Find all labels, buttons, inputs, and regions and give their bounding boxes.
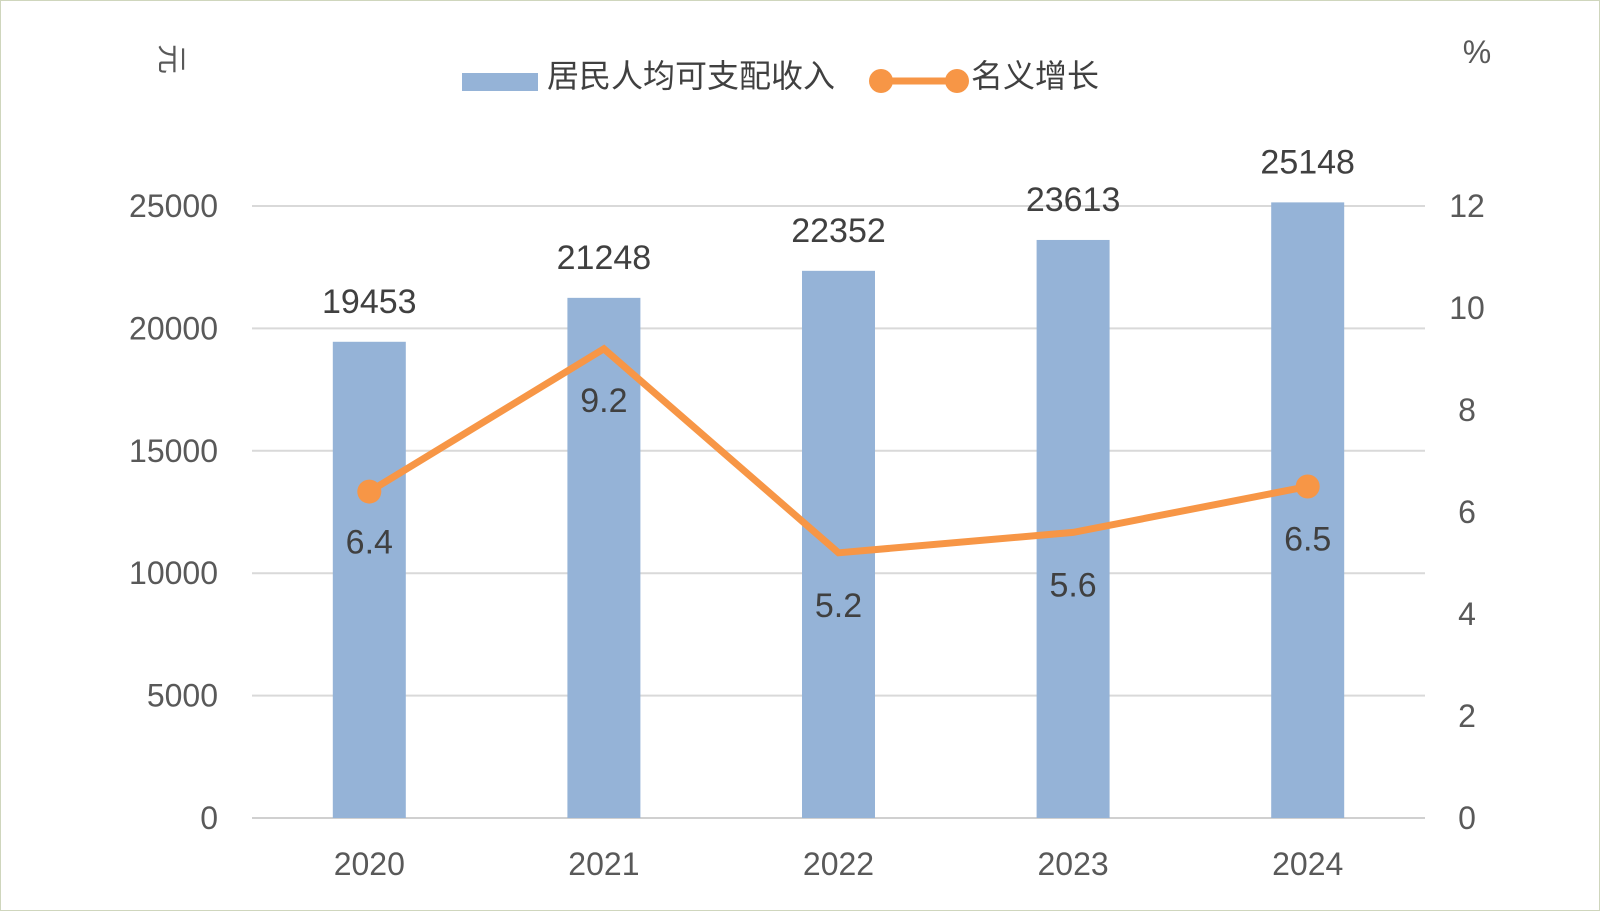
line-point [357, 479, 382, 504]
left-y-tick-label: 15000 [129, 433, 218, 469]
line-value-label: 5.2 [815, 587, 862, 625]
growth-line [367, 344, 1309, 557]
bar-value-label: 21248 [557, 239, 652, 277]
bar [1271, 202, 1345, 818]
left-y-tick-label: 20000 [129, 310, 218, 346]
line-point [1295, 474, 1320, 499]
bar-value-label: 22352 [791, 212, 886, 250]
bar-value-label: 25148 [1260, 143, 1355, 181]
x-axis: 2020 2021 2022 2023 2024 [334, 846, 1344, 882]
bar [802, 270, 875, 819]
left-y-tick-label: 0 [200, 800, 218, 836]
legend-line-marker-left [869, 69, 893, 93]
left-y-tick-label: 25000 [129, 188, 218, 224]
right-y-tick-label: 4 [1458, 596, 1476, 632]
legend-bar-swatch [462, 73, 538, 91]
x-tick-label: 2020 [334, 846, 405, 882]
x-tick-label: 2024 [1272, 846, 1343, 882]
left-y-tick-label: 10000 [129, 555, 218, 591]
x-tick-label: 2021 [568, 846, 639, 882]
right-y-tick-label: 0 [1458, 800, 1476, 836]
right-axis-unit: % [1463, 34, 1491, 70]
bar-value-label: 23613 [1026, 181, 1121, 219]
bar-value-label: 19453 [322, 283, 417, 321]
legend-line-label: 名义增长 [971, 57, 1099, 95]
line-value-label: 6.4 [346, 524, 393, 562]
right-y-tick-label: 10 [1449, 290, 1485, 326]
left-y-tick-label: 5000 [147, 678, 218, 714]
line-series [357, 344, 1320, 557]
right-y-axis: 0 2 4 6 8 10 12 [1449, 188, 1485, 836]
left-axis-unit: 元 [153, 44, 188, 74]
legend-line-marker-right [945, 69, 969, 93]
x-tick-label: 2023 [1038, 846, 1109, 882]
right-y-tick-label: 2 [1458, 698, 1476, 734]
right-y-tick-label: 8 [1458, 392, 1476, 428]
right-y-tick-label: 6 [1458, 494, 1476, 530]
left-y-axis: 0 5000 10000 15000 20000 25000 [129, 188, 218, 836]
bar [567, 297, 641, 818]
right-y-tick-label: 12 [1449, 188, 1485, 224]
line-value-label: 6.5 [1284, 521, 1331, 559]
line-value-label: 9.2 [580, 382, 627, 420]
x-tick-label: 2022 [803, 846, 874, 882]
data-labels: 19453 21248 22352 23613 25148 6.4 9.2 5.2 5.6 6.5 [322, 143, 1355, 624]
bar [332, 341, 406, 818]
line-value-label: 5.6 [1049, 566, 1096, 604]
legend-bar-label: 居民人均可支配收入 [547, 57, 835, 95]
legend: 居民人均可支配收入 名义增长 [462, 57, 1099, 95]
